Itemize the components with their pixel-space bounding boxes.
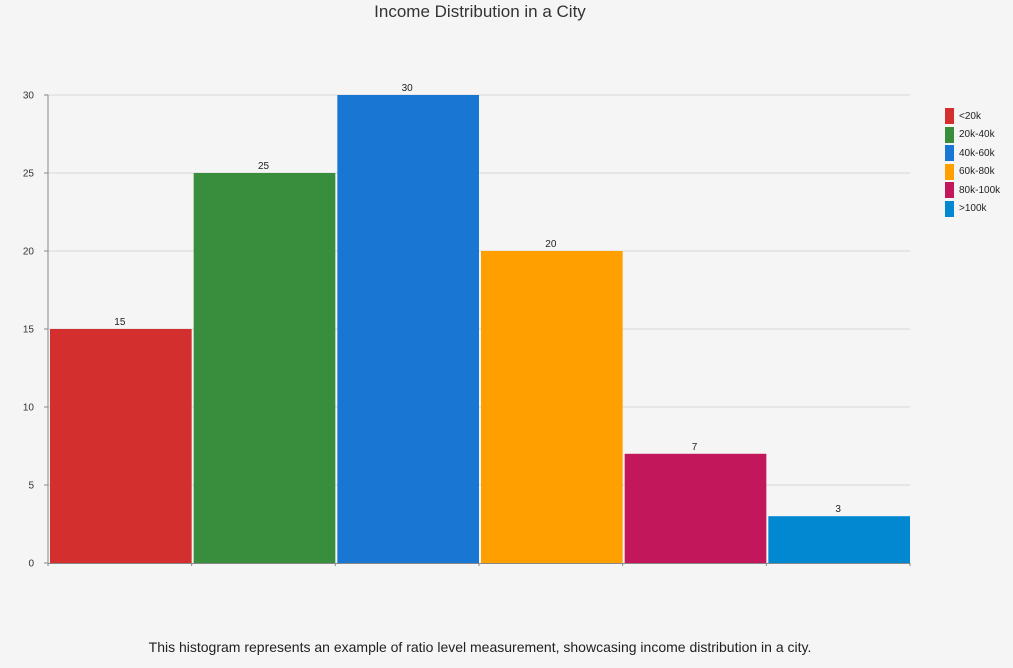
legend-swatch [945,126,954,143]
legend-label: <20k [959,110,981,122]
legend-swatch [945,163,954,180]
data-label: 3 [835,504,841,515]
y-tick-label: 5 [28,481,34,492]
legend: <20k 20k-40k 40k-60k 60k-80k 80k-100k >100k [945,107,1000,218]
bar [337,95,479,563]
legend-item: 40k-60k [945,144,1000,163]
bars [50,95,910,563]
bar [50,329,192,563]
y-tick-label: 20 [23,247,35,258]
chart-caption: This histogram represents an example of … [148,639,812,655]
legend-swatch [945,108,954,125]
legend-item: >100k [945,200,1000,219]
legend-swatch [945,182,954,199]
data-label: 25 [258,161,270,172]
axes: 0 5 10 15 20 25 30 [23,91,911,570]
legend-label: >100k [959,203,987,215]
y-tick-label: 15 [23,325,35,336]
y-tick-label: 0 [28,559,34,570]
legend-label: 80k-100k [959,184,1001,196]
y-tick-label: 25 [23,169,35,180]
data-labels: 15 25 30 20 7 3 [114,83,841,515]
legend-label: 40k-60k [959,147,995,159]
data-label: 7 [692,442,698,453]
legend-label: 60k-80k [959,166,995,178]
chart-title: Income Distribution in a City [374,2,586,21]
data-label: 20 [545,239,557,250]
data-label: 15 [114,317,126,328]
legend-label: 20k-40k [959,129,995,141]
bar [624,453,767,563]
legend-item: 20k-40k [945,126,1000,145]
bar-chart: 0 5 10 15 20 25 30 15 25 30 20 7 3 [23,83,911,570]
legend-item: 80k-100k [945,181,1000,200]
legend-swatch [945,145,954,162]
legend-swatch [945,200,954,217]
legend-item: <20k [945,107,1000,126]
legend-item: 60k-80k [945,163,1000,182]
y-tick-label: 30 [23,91,35,102]
bar [768,516,910,563]
data-label: 30 [402,83,414,94]
bar [193,173,336,563]
y-tick-label: 10 [23,403,35,414]
bar [481,251,623,563]
